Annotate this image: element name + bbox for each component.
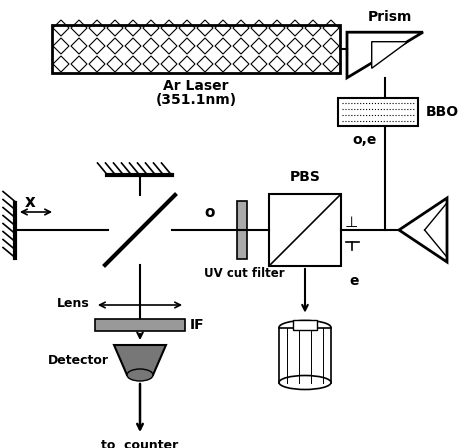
Bar bbox=[237, 201, 247, 259]
Polygon shape bbox=[399, 198, 447, 262]
Bar bbox=[269, 194, 341, 266]
Text: Ar Laser: Ar Laser bbox=[163, 79, 229, 93]
Text: x: x bbox=[25, 193, 36, 211]
Text: ⊥: ⊥ bbox=[345, 215, 358, 229]
Polygon shape bbox=[372, 42, 408, 68]
Ellipse shape bbox=[279, 375, 331, 389]
Polygon shape bbox=[114, 345, 166, 375]
Bar bbox=[279, 327, 331, 383]
Text: to  counter: to counter bbox=[101, 439, 179, 448]
Text: o,e: o,e bbox=[353, 133, 377, 147]
Bar bbox=[95, 319, 185, 331]
Text: BBO: BBO bbox=[426, 105, 459, 119]
Text: IF: IF bbox=[190, 318, 205, 332]
Text: o: o bbox=[205, 205, 215, 220]
Ellipse shape bbox=[279, 320, 331, 335]
Text: PBS: PBS bbox=[290, 170, 320, 184]
Text: Prism: Prism bbox=[368, 10, 412, 24]
Bar bbox=[338, 98, 418, 126]
Text: Detector: Detector bbox=[48, 353, 109, 366]
Polygon shape bbox=[347, 32, 423, 78]
Text: e: e bbox=[349, 274, 358, 288]
Ellipse shape bbox=[127, 369, 153, 381]
Bar bbox=[52, 25, 340, 73]
Bar bbox=[293, 319, 317, 329]
Text: Lens: Lens bbox=[57, 297, 90, 310]
Text: UV cut filter: UV cut filter bbox=[204, 267, 284, 280]
Text: (351.1nm): (351.1nm) bbox=[155, 93, 237, 107]
